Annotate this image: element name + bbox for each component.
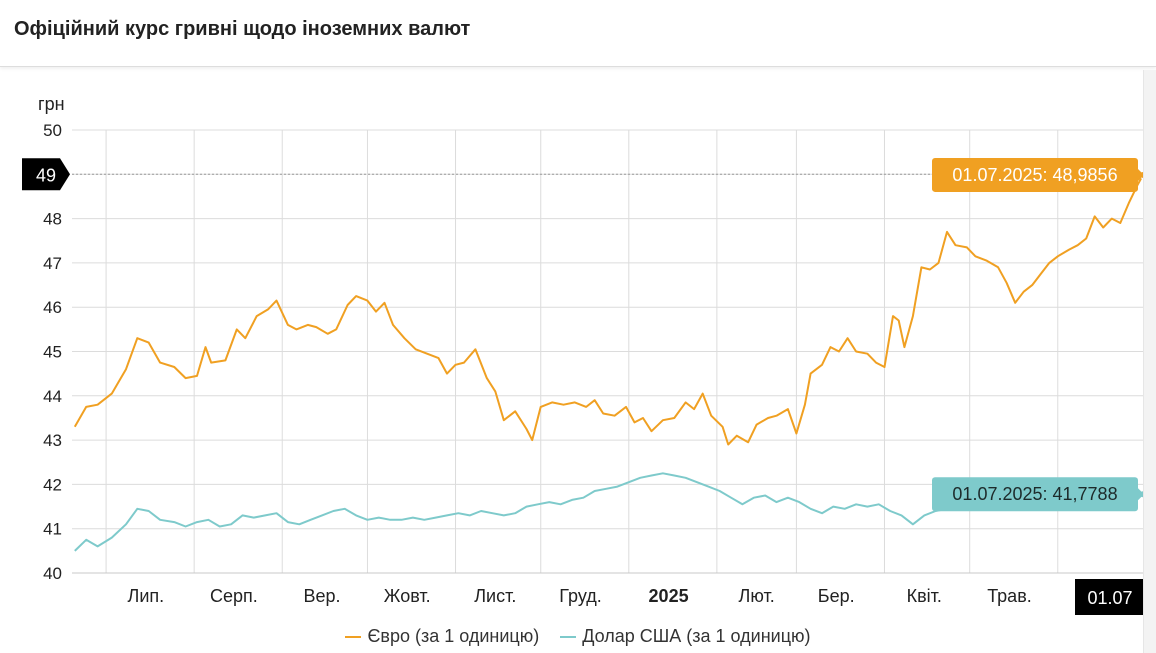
tooltip-label-eur: 01.07.2025: 48,9856: [952, 165, 1117, 185]
y-axis-label: грн: [38, 94, 65, 114]
crosshair-y-label: 49: [36, 165, 56, 185]
y-tick-label: 47: [43, 254, 62, 273]
scrollbar-thumb[interactable]: [1143, 70, 1156, 653]
y-tick-label: 45: [43, 343, 62, 362]
x-tick-label: Лип.: [128, 586, 165, 606]
x-axis-ticks: Лип. Серп. Вер. Жовт. Лист. Груд. 2025 Лют. Бер.…: [128, 586, 1032, 606]
legend-swatch-usd: [560, 636, 577, 639]
x-tick-label: Трав.: [987, 586, 1032, 606]
y-tick-label: 43: [43, 431, 62, 450]
tooltip-label-usd: 01.07.2025: 41,7788: [952, 484, 1117, 504]
tooltip-bg-eur: [932, 157, 1138, 192]
legend-swatch-eur: [345, 636, 362, 639]
crosshair: 49 01.07: [22, 158, 1143, 615]
x-tick-label: Серп.: [210, 586, 258, 606]
x-tick-label: Бер.: [818, 586, 855, 606]
page-title: Офіційний курс гривні щодо іноземних вал…: [14, 18, 471, 40]
y-tick-label: 50: [43, 121, 62, 140]
value-tooltips: 01.07.2025: 48,9856 01.07.2025: 41,7788: [932, 157, 1143, 512]
chart-grid: [72, 129, 1143, 574]
legend-label-usd: Долар США (за 1 одиницю): [582, 626, 811, 646]
series-line-eur: [73, 174, 1143, 446]
legend-item-usd[interactable]: Долар США (за 1 одиницю): [560, 626, 811, 647]
tooltip-bg-usd: [932, 477, 1138, 512]
tooltip-arrow-eur: [1138, 168, 1143, 181]
tooltip-arrow-usd: [1138, 488, 1143, 501]
y-tick-label: 44: [43, 387, 62, 406]
page-header: Офіційний курс гривні щодо іноземних вал…: [0, 0, 1156, 67]
x-tick-label: 2025: [649, 586, 689, 606]
chart-legend: Євро (за 1 одиницю) Долар США (за 1 один…: [0, 626, 1156, 647]
exchange-rate-chart[interactable]: грн 40 41 42 43 44 45 46 47 48 49 50 Лип. Серп. Вер.…: [0, 0, 1143, 620]
y-tick-label: 41: [43, 520, 62, 539]
x-tick-label: Груд.: [559, 586, 601, 606]
legend-label-eur: Євро (за 1 одиницю): [367, 626, 540, 646]
y-tick-label: 46: [43, 298, 62, 317]
legend-item-eur[interactable]: Євро (за 1 одиницю): [345, 626, 539, 647]
crosshair-x-label: 01.07: [1087, 588, 1132, 608]
y-tick-label: 42: [43, 475, 62, 494]
x-tick-label: Квіт.: [907, 586, 942, 606]
crosshair-x-flag: [1075, 579, 1143, 615]
x-tick-label: Лист.: [474, 586, 516, 606]
y-tick-label: 40: [43, 564, 62, 583]
x-tick-label: Лют.: [739, 586, 775, 606]
y-tick-label: 48: [43, 210, 62, 229]
crosshair-y-flag: [22, 158, 70, 191]
x-tick-label: Жовт.: [384, 586, 431, 606]
vertical-scrollbar[interactable]: [1143, 70, 1156, 653]
x-tick-label: Вер.: [303, 586, 340, 606]
